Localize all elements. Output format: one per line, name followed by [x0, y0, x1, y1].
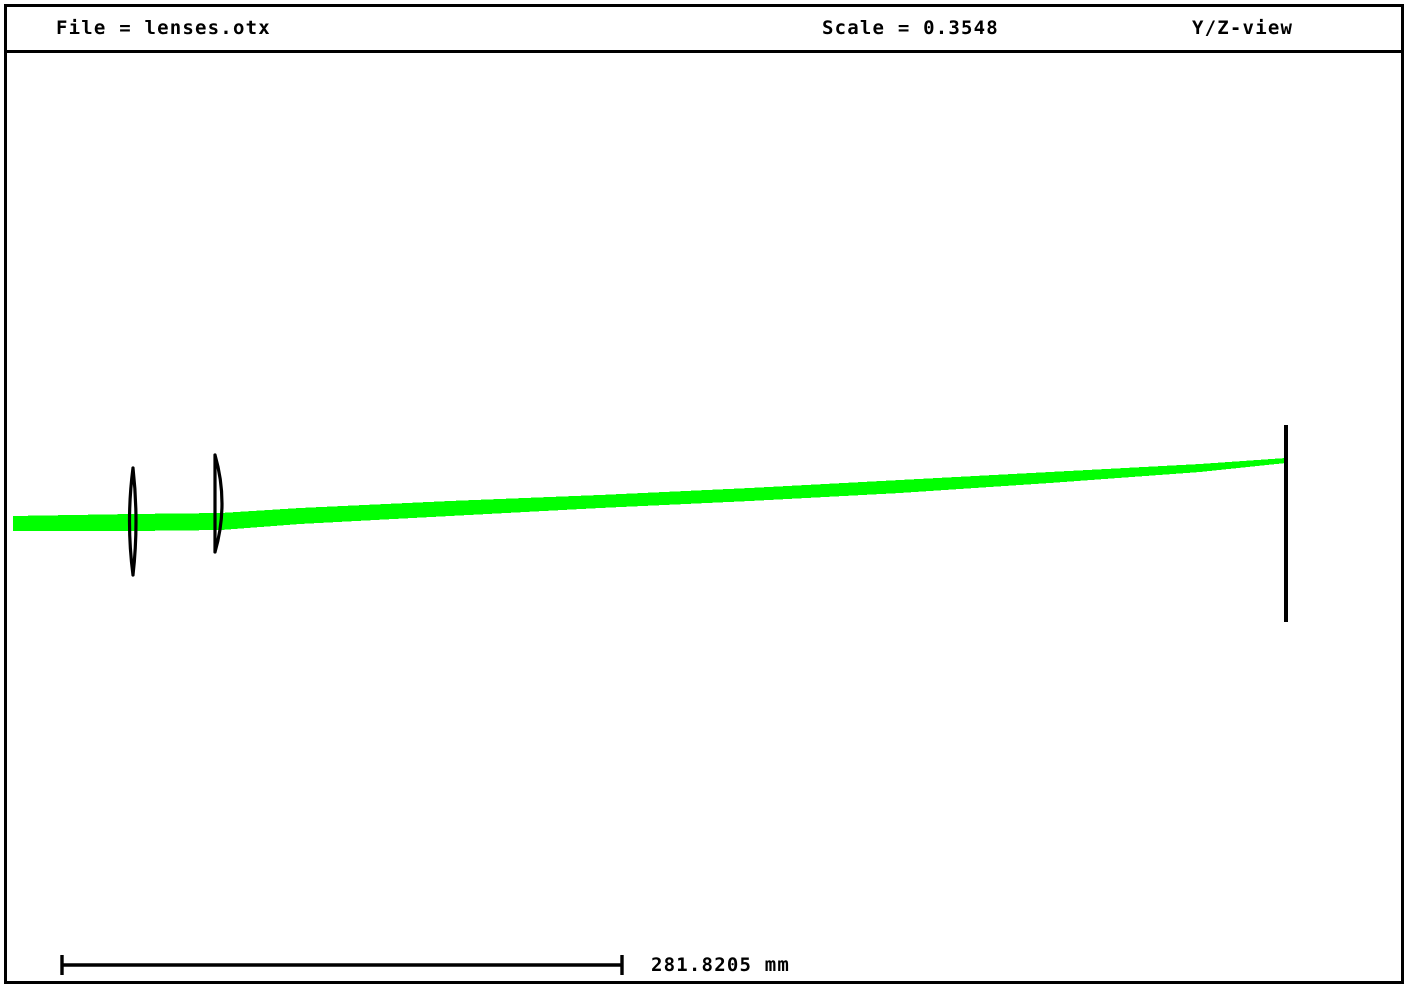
- ray-bundle-group: [13, 458, 1286, 531]
- lens-2-group: [213, 453, 224, 554]
- ray-bundle: [13, 458, 1286, 531]
- optics-drawing-canvas: [7, 53, 1401, 981]
- optics-svg: [13, 425, 1288, 975]
- view-orientation-label: Y/Z-view: [1192, 17, 1294, 39]
- scale-label: Scale = 0.3548: [822, 17, 999, 39]
- lens-1-group: [127, 466, 138, 577]
- scale-bar-length-label: 281.8205 mm: [651, 954, 791, 976]
- lens-2-plano-convex: [213, 453, 224, 554]
- lens-1-biconvex: [127, 466, 138, 577]
- file-label: File = lenses.otx: [56, 17, 271, 39]
- scale-bar-group: [60, 955, 624, 975]
- header-bar: File = lenses.otx Scale = 0.3548 Y/Z-vie…: [4, 4, 1404, 53]
